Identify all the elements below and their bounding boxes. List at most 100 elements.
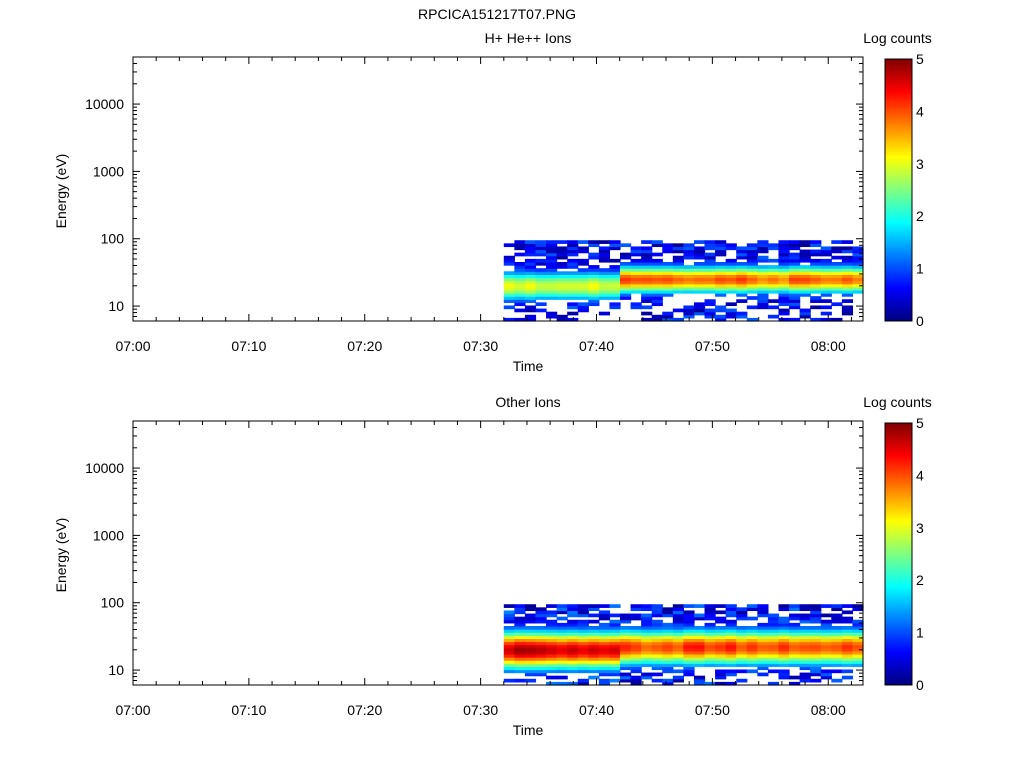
heatmap-cell (503, 317, 515, 322)
heatmap-cell (736, 678, 748, 683)
heatmap-cell (598, 616, 611, 621)
heatmap-cell (546, 283, 558, 288)
heatmap-cell (672, 258, 684, 263)
heatmap-cell (715, 663, 727, 667)
heatmap-cell (725, 610, 737, 615)
heatmap-cell (841, 650, 854, 655)
heatmap-cell (841, 268, 854, 272)
heatmap-cell (567, 311, 579, 316)
heatmap-cell (778, 255, 790, 260)
heatmap-cell (778, 289, 790, 294)
heatmap-cell (598, 669, 611, 674)
heatmap-cell (704, 261, 716, 266)
heatmap-cell (746, 632, 758, 636)
heatmap-cell (683, 249, 695, 254)
heatmap-cell (514, 650, 526, 655)
heatmap-cell (852, 644, 864, 649)
heatmap-cell (609, 271, 621, 275)
heatmap-cell (799, 663, 811, 667)
heatmap-cell (715, 283, 727, 288)
heatmap-cell (746, 252, 758, 257)
heatmap-cell (620, 286, 632, 291)
heatmap-cell (630, 265, 642, 269)
heatmap-cell (609, 635, 621, 639)
heatmap-cell (693, 632, 706, 636)
heatmap-cell (546, 271, 558, 275)
heatmap-cell (577, 681, 589, 686)
heatmap-cell (672, 653, 684, 658)
heatmap-cell (524, 669, 537, 674)
heatmap-cell (598, 610, 611, 615)
heatmap-cell (556, 246, 568, 251)
heatmap-cell (556, 660, 568, 664)
heatmap-cell (662, 666, 674, 671)
heatmap-cell (609, 660, 621, 664)
heatmap-cell (852, 647, 864, 652)
y-tick-label: 1000 (93, 527, 124, 543)
heatmap-cell (778, 607, 790, 612)
heatmap-cell (641, 641, 653, 646)
heatmap-cell (503, 657, 515, 661)
heatmap-cell (662, 653, 674, 658)
heatmap-cell (567, 622, 579, 627)
heatmap-cell (757, 283, 769, 288)
heatmap-cell (841, 625, 854, 630)
heatmap-cell (620, 613, 632, 618)
heatmap-cell (757, 644, 769, 649)
heatmap-cell (746, 261, 758, 266)
heatmap-cell (662, 678, 674, 683)
heatmap-cell (514, 274, 526, 279)
heatmap-cell (693, 305, 706, 310)
heatmap-cell (556, 647, 568, 652)
heatmap-cell (693, 613, 706, 618)
heatmap-cell (852, 246, 864, 251)
heatmap-cell (683, 277, 695, 282)
heatmap-cell (672, 261, 684, 266)
heatmap-cell (546, 249, 558, 254)
heatmap-cell (524, 268, 537, 272)
heatmap-cell (651, 632, 663, 636)
heatmap-cell (524, 607, 537, 612)
heatmap-cell (556, 657, 568, 661)
heatmap-cell (693, 302, 706, 307)
heatmap-cell (715, 610, 727, 615)
heatmap-cell (672, 607, 684, 612)
heatmap-cell (503, 289, 515, 294)
heatmap-cell (598, 613, 611, 618)
heatmap-cell (503, 666, 515, 671)
heatmap-cell (503, 255, 515, 260)
heatmap-cell (789, 246, 801, 251)
heatmap-cell (778, 296, 790, 300)
heatmap-cell (789, 283, 801, 288)
heatmap-cell (556, 277, 568, 282)
heatmap-cell (630, 666, 642, 671)
heatmap-cell (641, 255, 653, 260)
heatmap-cell (778, 632, 790, 636)
heatmap-cell (588, 657, 600, 661)
heatmap-cell (736, 632, 748, 636)
heatmap-cell (799, 271, 811, 275)
heatmap-cell (725, 271, 737, 275)
heatmap-cell (514, 616, 526, 621)
heatmap-cell (715, 681, 727, 686)
heatmap-cell (503, 604, 515, 608)
heatmap-cell (799, 280, 811, 285)
heatmap-cell (620, 647, 632, 652)
heatmap-cell (535, 302, 547, 307)
colorbar-label: Log counts (863, 30, 932, 46)
heatmap-cell (799, 635, 811, 639)
heatmap-cell (715, 638, 727, 643)
heatmap-cell (757, 243, 769, 248)
heatmap-cell (831, 261, 843, 266)
heatmap-cell (725, 660, 737, 664)
heatmap-cell (715, 650, 727, 655)
heatmap-cell (789, 293, 801, 297)
heatmap-cell (831, 638, 843, 643)
heatmap-cell (810, 653, 822, 658)
heatmap-cell (514, 663, 526, 667)
heatmap-cell (841, 280, 854, 285)
heatmap-cell (778, 258, 790, 263)
heatmap-cell (514, 240, 526, 244)
heatmap-cell (693, 681, 706, 686)
heatmap-cell (725, 604, 737, 608)
